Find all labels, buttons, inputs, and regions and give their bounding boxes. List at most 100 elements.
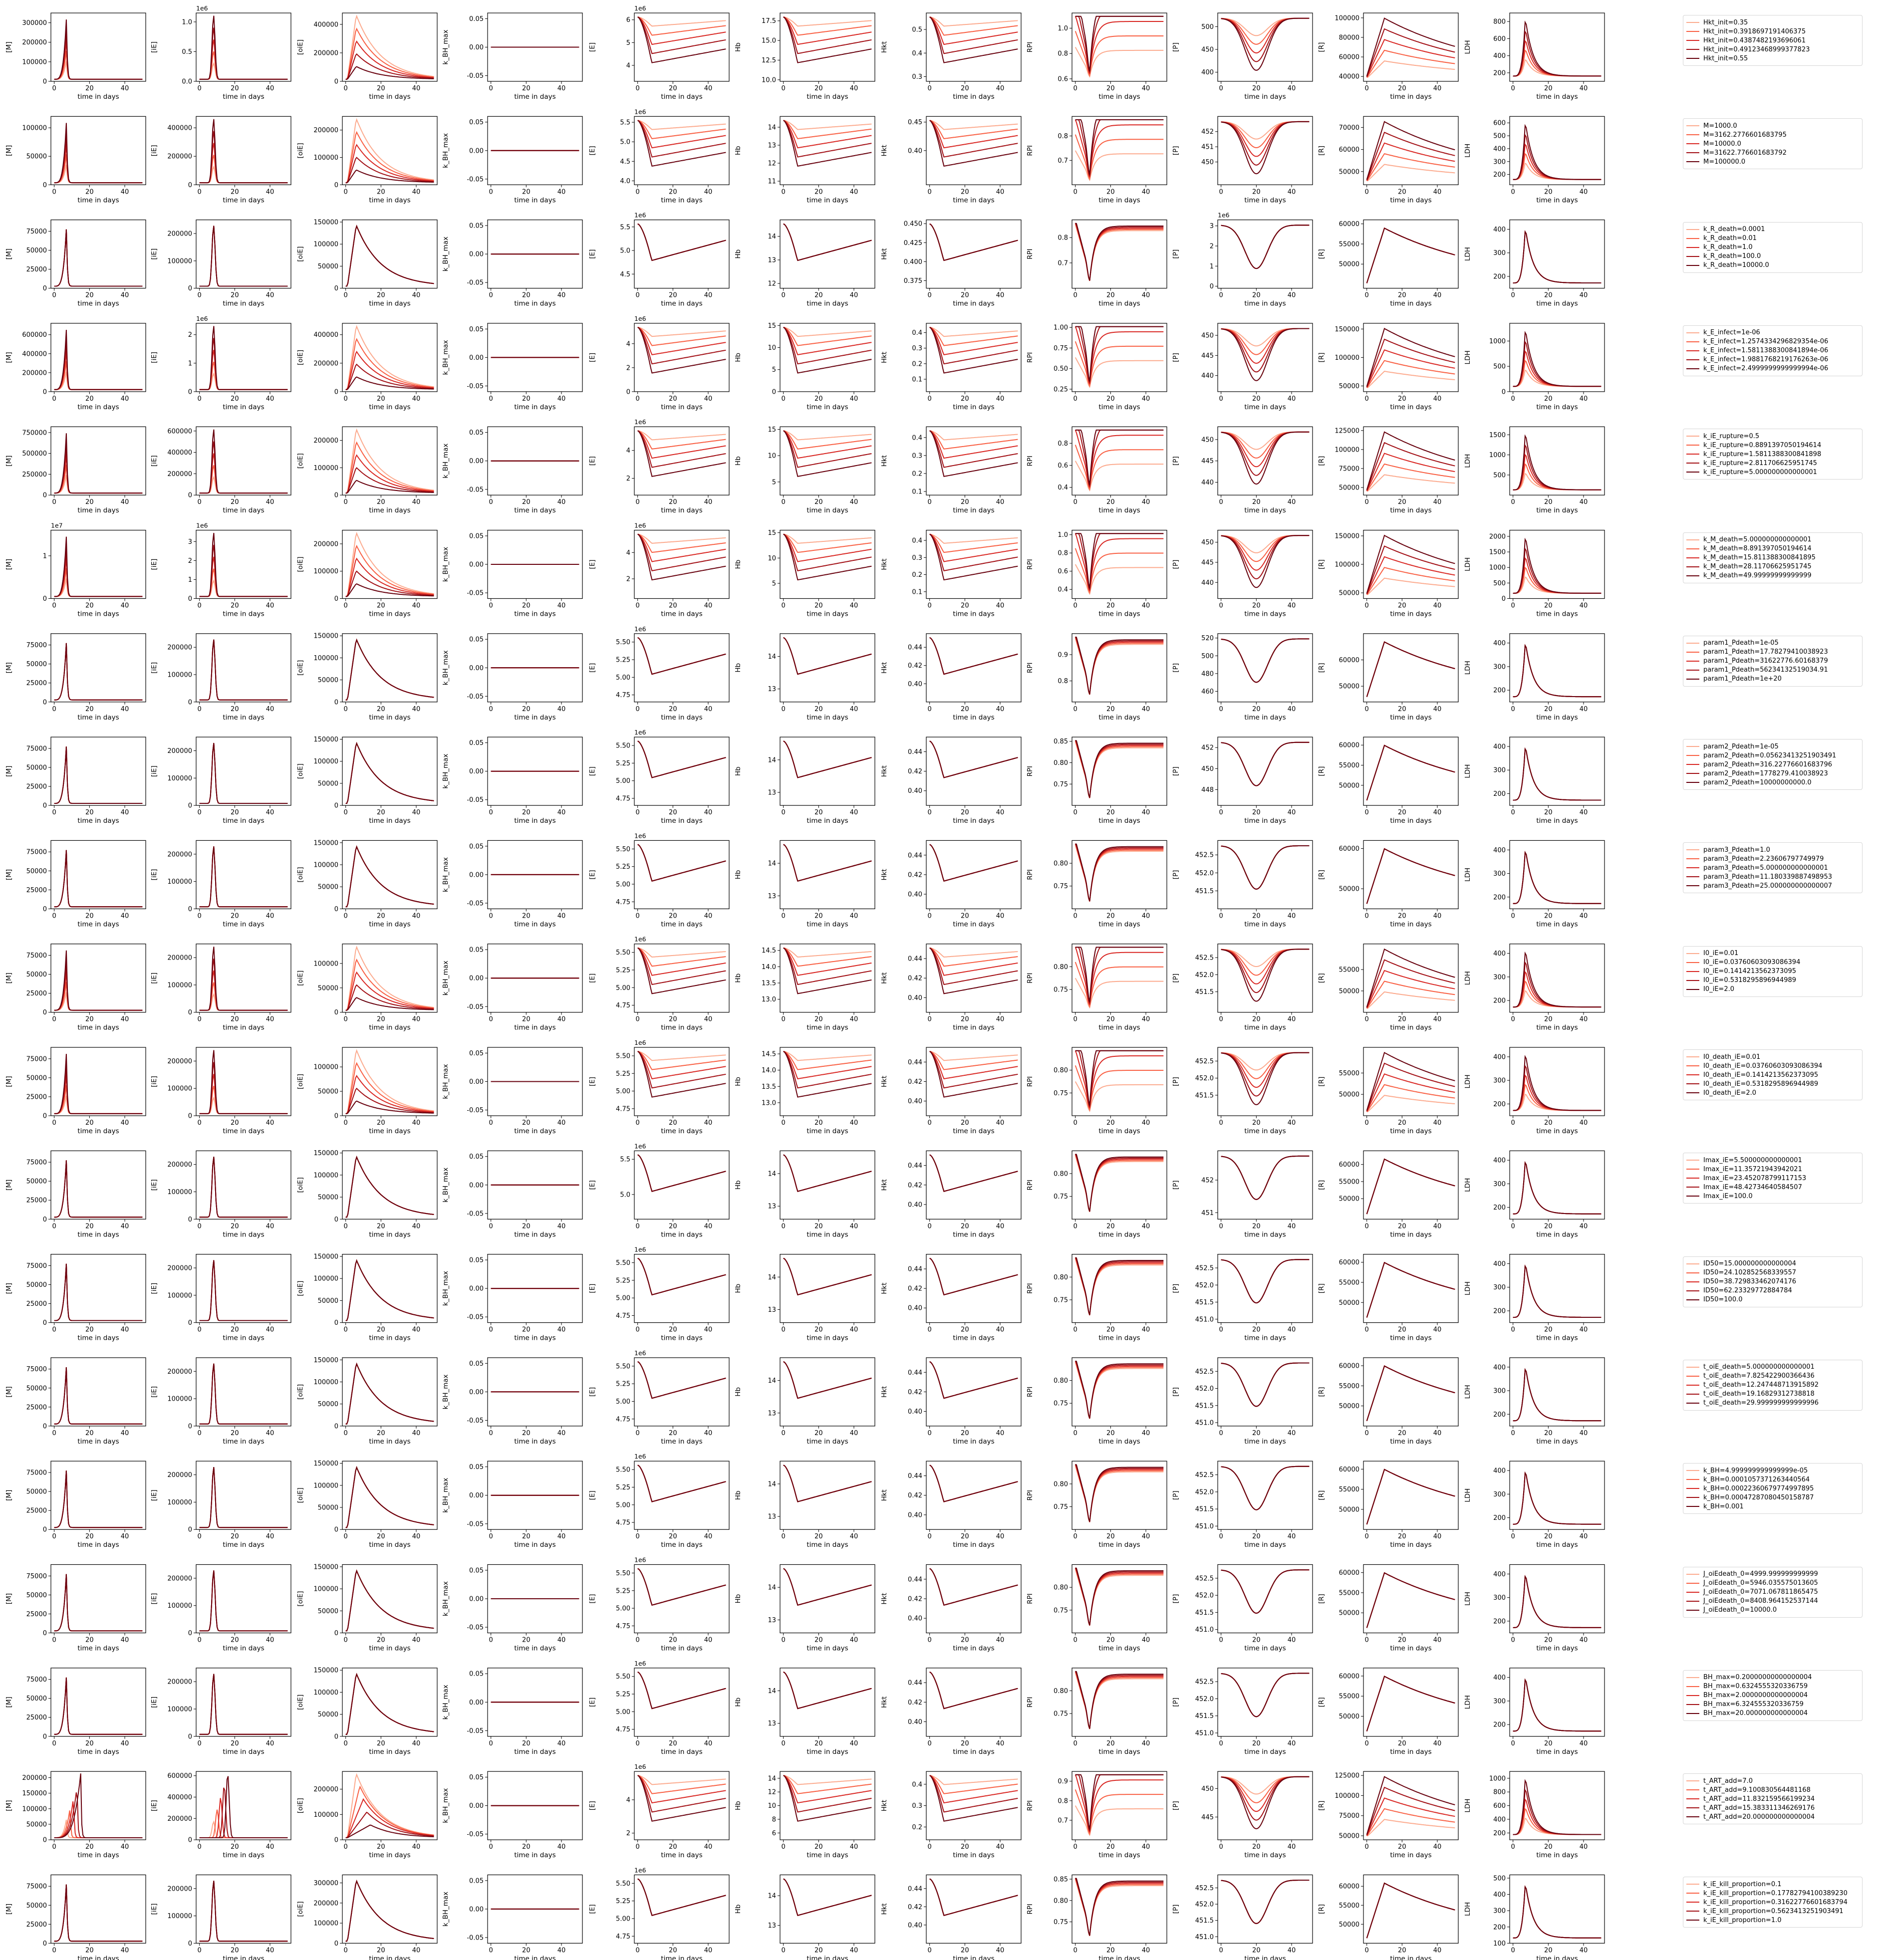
- y-tick-label: 0.00: [469, 1699, 484, 1707]
- x-tick-label: 40: [996, 1947, 1005, 1954]
- y-tick-label: 452.5: [1195, 1885, 1214, 1892]
- x-tick-label: 40: [1142, 809, 1150, 816]
- x-tick-label: 0: [344, 292, 348, 299]
- axes-frame: [780, 529, 875, 599]
- series-group: [54, 1884, 143, 1942]
- y-tick-label: 250000: [22, 471, 47, 479]
- axes-frame: [1217, 840, 1313, 910]
- y-tick-label: 100000: [167, 775, 192, 782]
- x-tick-label: 0: [1073, 292, 1077, 299]
- x-tick-label: 40: [996, 1843, 1005, 1851]
- series-line-4: [783, 740, 872, 778]
- axes-frame: [926, 12, 1022, 82]
- series-line-2: [345, 1673, 434, 1735]
- x-tick-label: 0: [636, 395, 640, 403]
- legend-swatch: [1686, 368, 1699, 369]
- y-tick-label: 50000: [318, 263, 338, 270]
- series-line-3: [1366, 1676, 1455, 1731]
- legend-swatch: [1686, 557, 1699, 558]
- y-tick-label: 60000: [1339, 845, 1359, 853]
- x-axis-label: time in days: [1098, 196, 1140, 204]
- x-tick-label: 0: [1073, 1637, 1077, 1644]
- series-line-5: [929, 1568, 1018, 1606]
- x-tick-label: 20: [1106, 1016, 1115, 1023]
- axes-frame: [634, 1874, 730, 1944]
- legend-item: param3_Pdeath=11.180339887498953: [1686, 872, 1859, 881]
- x-tick-label: 0: [928, 1326, 932, 1334]
- series-line-5: [345, 1100, 434, 1114]
- axes-frame: [926, 1150, 1022, 1220]
- x-tick-label: 20: [961, 292, 969, 299]
- series-line-2: [1513, 851, 1602, 904]
- x-tick-label: 20: [669, 1430, 677, 1437]
- y-tick-label: 0.8: [1058, 678, 1068, 685]
- series-line-5: [1366, 744, 1455, 801]
- x-axis-label: time in days: [369, 1645, 410, 1653]
- y-tick-label: 300: [1493, 1491, 1506, 1498]
- x-tick-label: 40: [1580, 498, 1588, 506]
- x-tick-label: 0: [1219, 1843, 1223, 1851]
- y-axis-label: RPI: [1026, 145, 1034, 156]
- x-axis-label: time in days: [1390, 1334, 1431, 1342]
- axes-frame: [1072, 633, 1167, 703]
- y-tick-label: 400000: [167, 125, 192, 132]
- x-axis-label: time in days: [77, 403, 119, 411]
- x-tick-label: 20: [85, 1843, 94, 1851]
- legend-label: I0_death_iE=0.1414213562373095: [1703, 1071, 1819, 1079]
- y-tick-label: 4.75: [616, 1519, 630, 1527]
- y-tick-label: 5.0: [620, 139, 630, 146]
- series-line-1: [1366, 1158, 1455, 1215]
- x-tick-label: 40: [704, 1740, 713, 1747]
- series-line-1: [637, 844, 726, 882]
- series-line-1: [1074, 1879, 1164, 1937]
- series-line-3: [637, 223, 726, 261]
- y-tick-label: 0.44: [908, 852, 922, 859]
- y-tick-label: 0.44: [908, 1680, 922, 1687]
- x-tick-label: 0: [1511, 188, 1515, 196]
- series-line-1: [637, 1568, 726, 1606]
- series-line-5: [1221, 17, 1310, 71]
- y-tick-label: 0.00: [469, 1078, 484, 1086]
- axes-frame: [634, 529, 730, 599]
- y-axis-label: [P]: [1172, 146, 1180, 155]
- series-group: [199, 532, 288, 597]
- y-tick-label: 0.5: [182, 48, 192, 56]
- series-line-1: [929, 637, 1018, 675]
- x-tick-label: 20: [231, 1740, 239, 1747]
- x-tick-label: 40: [996, 912, 1005, 920]
- x-tick-label: 40: [266, 1533, 274, 1540]
- x-tick-label: 40: [1433, 1223, 1442, 1230]
- x-tick-label: 20: [961, 1843, 969, 1851]
- x-tick-label: 20: [814, 1637, 823, 1644]
- series-line-1: [637, 1775, 726, 1785]
- y-tick-label: -0.05: [467, 1107, 484, 1114]
- axes-frame: [1509, 426, 1605, 495]
- series-line-1: [345, 1049, 434, 1114]
- series-line-2: [1513, 230, 1602, 284]
- y-tick-label: 451.5: [1195, 1299, 1214, 1306]
- x-tick-label: 0: [489, 1223, 493, 1230]
- series-line-1: [929, 1671, 1018, 1710]
- series-group: [1221, 949, 1310, 1002]
- series-line-3: [1366, 1261, 1455, 1318]
- series-line-5: [1513, 851, 1602, 904]
- y-tick-label: 0.9: [1058, 1778, 1068, 1785]
- y-tick-label: 100000: [1335, 14, 1359, 22]
- y-axis-label: [iE]: [150, 662, 158, 674]
- axes-frame: [196, 426, 291, 495]
- x-axis-label: time in days: [514, 920, 555, 928]
- series-line-5: [1075, 15, 1164, 71]
- series-line-5: [1221, 1673, 1310, 1717]
- legend-item: I0_iE=0.1414213562373095: [1686, 967, 1859, 976]
- x-tick-label: 20: [231, 395, 239, 403]
- y-tick-label: 451.5: [1195, 888, 1214, 895]
